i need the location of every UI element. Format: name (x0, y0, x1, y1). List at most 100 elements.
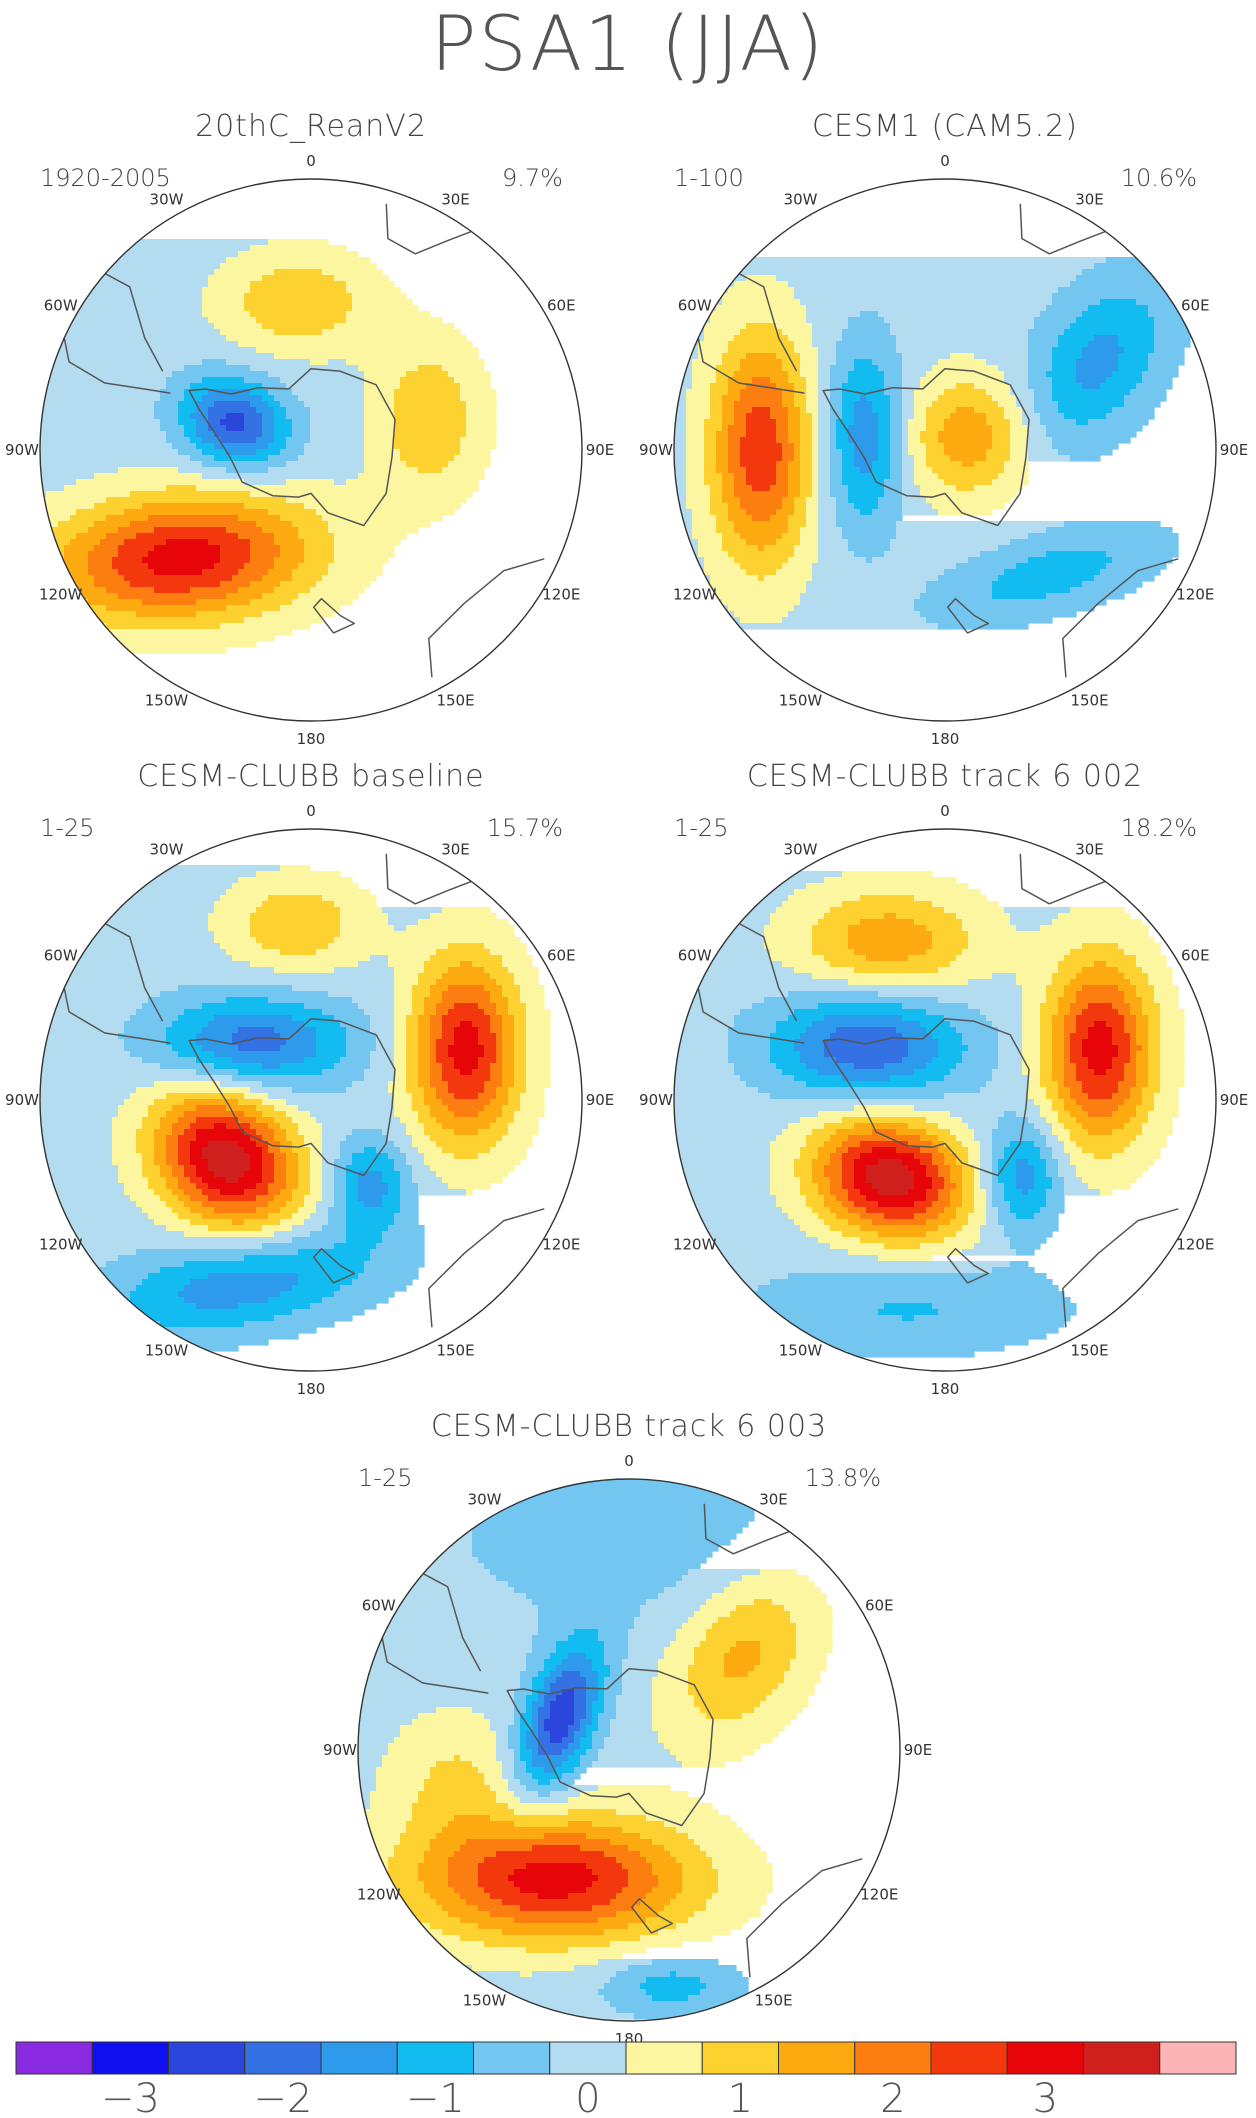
field-cell (40, 365, 185, 372)
field-cell (124, 1099, 155, 1106)
field-cell (674, 907, 777, 914)
field-cell (622, 1827, 677, 1834)
field-cell (250, 551, 281, 558)
field-cell (322, 515, 443, 522)
field-cell (956, 1135, 975, 1142)
field-cell (794, 1009, 927, 1016)
field-cell (448, 1183, 491, 1190)
field-cell (1082, 353, 1119, 360)
field-cell (40, 1297, 65, 1304)
field-cell (740, 1075, 795, 1082)
field-cell (818, 419, 831, 426)
field-cell (406, 1827, 443, 1834)
field-cell (430, 1063, 443, 1070)
longitude-label: 120W (673, 1236, 717, 1254)
map-boundary (673, 828, 1217, 1372)
field-cell (412, 985, 431, 992)
field-cell (622, 1887, 653, 1894)
field-cell (884, 317, 1035, 324)
field-cell (478, 1003, 497, 1010)
field-cell (836, 509, 861, 516)
field-cell (734, 1069, 783, 1076)
field-cell (448, 1881, 479, 1888)
field-cell (154, 1189, 173, 1196)
field-cell (1028, 1075, 1041, 1082)
field-cell (244, 1111, 263, 1118)
field-cell (40, 1075, 233, 1082)
field-cell (788, 407, 801, 414)
field-cell (1052, 377, 1077, 384)
field-cell (674, 1315, 747, 1322)
field-cell (418, 1027, 431, 1034)
field-cell (112, 1159, 143, 1166)
field-cell (364, 461, 407, 468)
field-cell (418, 1117, 437, 1124)
field-cell (628, 1923, 677, 1930)
field-cell (430, 1767, 479, 1774)
field-cell (130, 1195, 161, 1202)
field-cell (890, 545, 999, 552)
field-cell (1112, 407, 1155, 414)
field-cell (1106, 257, 1161, 264)
field-cell (914, 1153, 933, 1160)
field-cell (770, 515, 789, 522)
field-cell (220, 895, 269, 902)
field-cell (166, 539, 209, 546)
field-cell (538, 1707, 551, 1714)
field-cell (902, 1033, 933, 1040)
field-cell (142, 1003, 203, 1010)
field-cell (280, 1123, 299, 1130)
field-cell (280, 1189, 293, 1196)
field-cell (178, 407, 197, 414)
field-cell (598, 1635, 629, 1642)
field-cell (962, 1051, 999, 1058)
field-cell (674, 1261, 1011, 1268)
field-cell (268, 1297, 323, 1304)
field-cell (364, 407, 395, 414)
field-cell (926, 1219, 951, 1226)
field-cell (1136, 1057, 1149, 1064)
field-cell (166, 383, 191, 390)
field-cell (824, 1015, 903, 1022)
field-cell (532, 1701, 545, 1708)
field-cell (154, 527, 227, 534)
field-cell (724, 1671, 749, 1678)
field-cell (1142, 1099, 1155, 1106)
field-cell (202, 1045, 239, 1052)
field-cell (764, 575, 813, 582)
field-cell (992, 1165, 999, 1172)
field-cell (728, 461, 741, 468)
field-cell (842, 1201, 855, 1208)
field-cell (598, 1629, 629, 1636)
field-cell (652, 1839, 695, 1846)
field-cell (658, 1881, 683, 1888)
field-cell (836, 1027, 897, 1034)
field-cell (1148, 1069, 1161, 1076)
field-cell (926, 443, 945, 450)
field-cell (196, 1057, 233, 1064)
field-cell (430, 1923, 479, 1930)
field-cell (442, 1021, 461, 1028)
field-cell (316, 509, 455, 516)
field-cell (674, 1201, 777, 1208)
field-cell (250, 913, 341, 920)
field-cell (190, 1219, 233, 1226)
field-cell (692, 377, 717, 384)
field-cell (770, 913, 825, 920)
field-cell (746, 479, 777, 486)
field-cell (1076, 1069, 1095, 1076)
field-cell (94, 581, 131, 588)
field-cell (1058, 1081, 1065, 1088)
field-cell (848, 323, 891, 330)
field-cell (40, 287, 203, 294)
field-cell (932, 365, 999, 372)
field-cell (1070, 1093, 1089, 1100)
field-cell (722, 407, 735, 414)
field-cell (704, 329, 741, 336)
field-cell (1136, 1039, 1149, 1046)
field-cell (40, 311, 203, 318)
field-cell (992, 1159, 999, 1166)
field-cell (394, 1063, 407, 1070)
field-cell (514, 1117, 539, 1124)
field-cell (400, 455, 455, 462)
